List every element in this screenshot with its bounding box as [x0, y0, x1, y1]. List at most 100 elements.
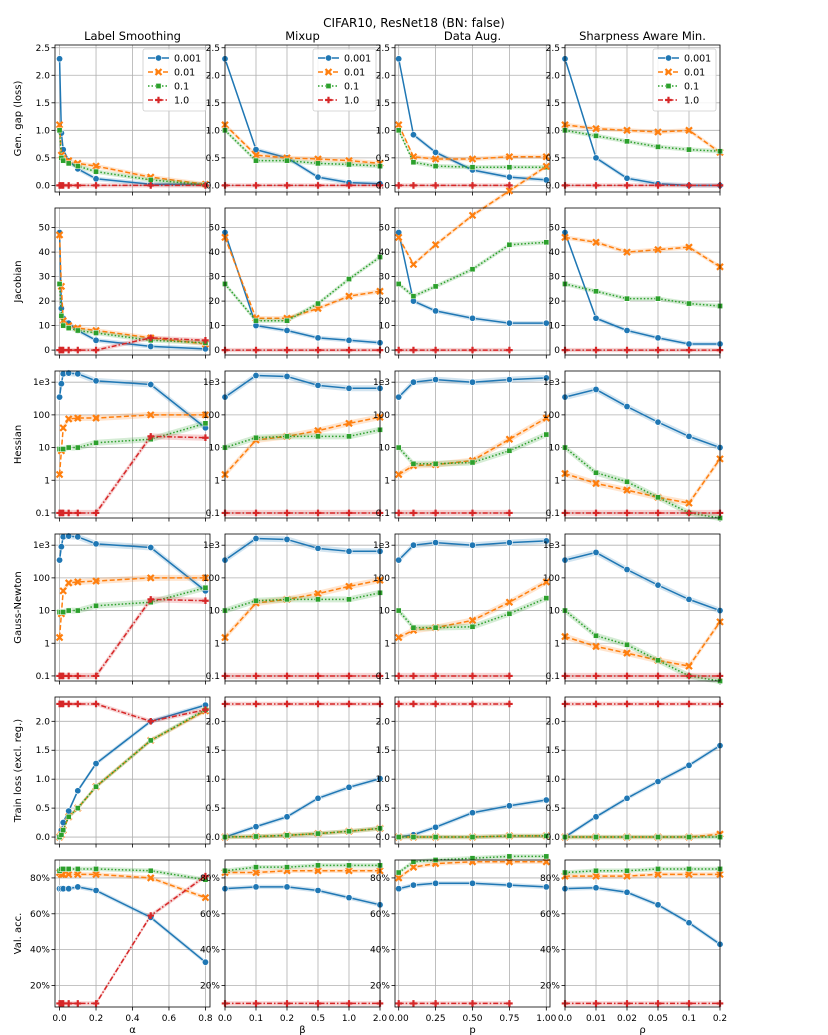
data-point — [542, 578, 551, 586]
grid — [224, 860, 381, 1007]
y-tick-label: 20% — [540, 981, 560, 991]
confidence-band — [59, 122, 206, 187]
axes-frame — [54, 533, 211, 682]
data-point — [147, 334, 155, 342]
data-point — [314, 1000, 322, 1007]
y-tick-label: 1 — [554, 639, 560, 649]
legend-frame — [312, 48, 377, 112]
data-point — [314, 334, 322, 342]
data-point — [468, 809, 476, 817]
confidence-band — [225, 230, 380, 345]
data-point — [65, 346, 72, 354]
series-line — [398, 581, 547, 639]
data-point — [506, 447, 513, 454]
series-0.1 — [562, 281, 723, 309]
confidence-band — [225, 122, 380, 166]
axes-frame — [224, 696, 381, 845]
data-point — [654, 777, 662, 785]
confidence-band — [565, 618, 720, 670]
data-point — [93, 439, 99, 446]
confidence-band — [565, 743, 720, 840]
y-tick-label: 0.0 — [376, 833, 391, 843]
legend-label: 1.0 — [174, 96, 189, 107]
x-tick-label: 0.4 — [125, 1014, 140, 1024]
series-0.001 — [395, 374, 550, 401]
data-point — [93, 168, 99, 175]
figure-title: CIFAR10, ResNet18 (BN: false) — [323, 16, 505, 30]
series-line — [398, 124, 547, 160]
data-point — [345, 547, 353, 555]
data-point — [623, 888, 631, 896]
panel-r5-c3: 20% 40% 60% 80% 0.0 0.01 0.02 0.05 0.1 0.2 ρ — [540, 859, 727, 1035]
data-point — [252, 509, 260, 517]
y-tick-label: 50 — [39, 224, 51, 234]
data-point — [65, 700, 72, 708]
series-line — [58, 414, 206, 475]
legend-label: 0.001 — [684, 54, 711, 65]
y-tick-label: 0.1 — [376, 509, 390, 519]
data-point — [623, 326, 631, 334]
data-point — [92, 760, 100, 768]
data-point — [202, 182, 209, 189]
data-point — [65, 866, 72, 872]
y-tick-label: 0.1 — [36, 672, 50, 682]
data-point — [469, 672, 476, 680]
data-point — [58, 312, 65, 319]
data-point — [314, 700, 322, 708]
data-point — [505, 802, 513, 810]
axes-frame — [54, 859, 211, 1008]
x-tick-label: 0.75 — [499, 1014, 519, 1024]
y-tick-label: 10 — [379, 607, 391, 617]
data-point — [252, 535, 260, 543]
data-point — [92, 577, 100, 585]
data-point — [432, 624, 439, 631]
data-point — [592, 672, 600, 680]
data-point — [65, 444, 72, 451]
data-point — [252, 672, 260, 680]
y-tick-label: 1.5 — [206, 746, 220, 756]
data-point — [201, 411, 210, 419]
legend-entry-0.01: 0.01 — [318, 68, 365, 79]
legend-marker — [665, 96, 672, 104]
x-tick-label: 0.0 — [218, 1014, 233, 1024]
series-0.001 — [561, 229, 724, 348]
series-0.01 — [394, 121, 551, 163]
data-point — [64, 415, 73, 423]
data-point — [395, 444, 402, 451]
axes-frame — [54, 44, 211, 193]
series-0.001 — [56, 369, 209, 432]
data-point — [56, 127, 63, 134]
data-point — [345, 582, 353, 591]
data-point — [685, 126, 693, 135]
series-line — [224, 777, 381, 838]
data-point — [686, 866, 692, 872]
series-0.1 — [395, 239, 550, 300]
data-point — [253, 597, 259, 604]
y-tick-label: 1.5 — [376, 746, 390, 756]
x-axis-label: p — [469, 1025, 475, 1035]
data-point — [469, 834, 476, 840]
y-tick-label: 0.0 — [36, 833, 51, 843]
data-point — [74, 370, 82, 378]
y-tick-label: 0.5 — [36, 154, 50, 164]
data-point — [284, 832, 290, 839]
data-point — [505, 152, 514, 161]
y-axis-label: Hessian — [13, 425, 24, 464]
confidence-band — [565, 235, 720, 269]
confidence-band — [565, 281, 720, 309]
grid — [55, 697, 210, 844]
data-point — [505, 187, 514, 195]
y-tick-label: 80% — [30, 874, 50, 884]
data-point — [542, 414, 551, 422]
data-point — [345, 672, 353, 680]
legend-marker — [155, 83, 162, 89]
column-title: Label Smoothing — [84, 29, 181, 43]
x-tick-label: 0.1 — [682, 1014, 696, 1024]
legend-marker — [664, 54, 672, 62]
data-point — [654, 581, 662, 589]
data-point — [55, 231, 64, 239]
data-point — [432, 700, 439, 708]
data-point — [655, 494, 661, 501]
series-line — [398, 241, 547, 298]
y-tick-label: 10 — [39, 322, 51, 332]
